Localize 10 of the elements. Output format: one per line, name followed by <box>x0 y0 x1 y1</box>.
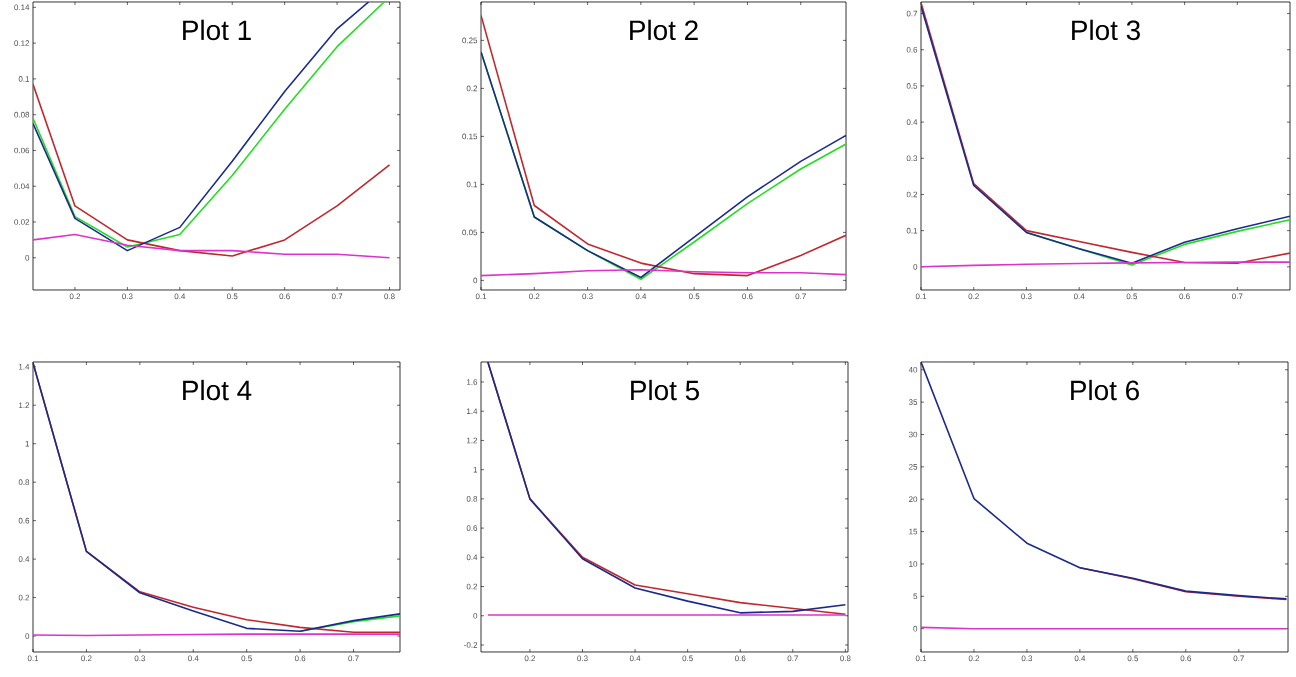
line-series <box>921 361 1288 600</box>
text: Plot 4 <box>183 379 252 401</box>
text: Plot 3 <box>1072 19 1140 41</box>
line-series <box>33 362 401 633</box>
text: Plot 6 <box>1071 379 1139 401</box>
line-series <box>33 83 391 257</box>
text: Plot 2 <box>630 19 698 41</box>
text: Plot 5 <box>631 379 699 401</box>
text: Plot 1 <box>183 19 251 41</box>
line-series <box>33 233 391 259</box>
